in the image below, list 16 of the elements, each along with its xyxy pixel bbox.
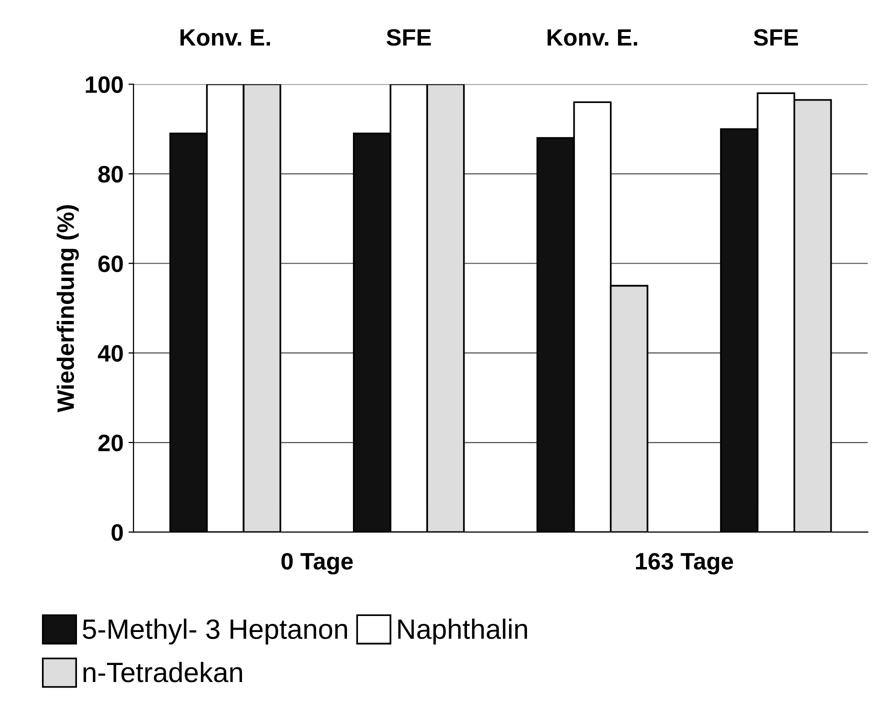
x-tick-label: SFE: [386, 29, 431, 46]
x-tick-label: Konv. E.: [548, 29, 638, 46]
y-tick-label: 40: [98, 345, 123, 362]
legend-label: Naphthalin: [398, 618, 528, 645]
text: 163 Tage: [636, 552, 734, 574]
text: 0 Tage: [281, 552, 353, 574]
legend-label: n-Tetradekan: [84, 662, 242, 682]
legend-label: 5-Methyl- 3 Heptanon: [82, 618, 348, 645]
y-axis-title: Wiederfindung (%): [56, 205, 79, 412]
y-tick-label: 100: [86, 76, 123, 94]
y-tick-label: 20: [98, 434, 123, 452]
x-tick-label: SFE: [754, 29, 798, 46]
y-tick-label: 60: [98, 255, 123, 272]
y-tick-label: 0: [112, 524, 123, 541]
y-tick-label: 80: [98, 166, 123, 183]
x-tick-label: Konv. E.: [180, 29, 270, 46]
